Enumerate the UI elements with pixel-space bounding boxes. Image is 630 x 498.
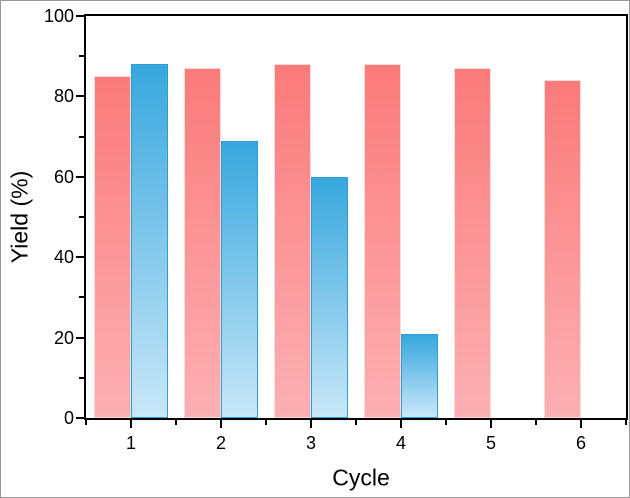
- x-major-tick: [130, 420, 132, 428]
- x-axis-title: Cycle: [332, 464, 390, 491]
- x-major-tick: [220, 420, 222, 428]
- x-major-tick: [490, 420, 492, 428]
- bar-blue-cycle-1: [131, 64, 168, 418]
- bar-red-cycle-6: [544, 80, 581, 418]
- y-major-tick: [76, 256, 84, 259]
- y-tick-label: 0: [63, 408, 74, 428]
- y-minor-tick: [79, 135, 84, 138]
- y-minor-tick: [79, 376, 84, 379]
- y-tick-label: 100: [43, 6, 74, 26]
- y-major-tick: [76, 175, 84, 178]
- x-minor-tick: [175, 420, 177, 425]
- bar-red-cycle-2: [184, 68, 221, 418]
- bar-blue-cycle-4: [401, 333, 438, 418]
- y-tick-label: 60: [53, 166, 74, 187]
- x-minor-tick: [85, 420, 87, 425]
- x-tick-label: 2: [215, 433, 226, 453]
- plot-area: [84, 14, 628, 420]
- x-minor-tick: [355, 420, 357, 425]
- y-major-tick: [76, 336, 84, 339]
- x-major-tick: [400, 420, 402, 428]
- y-tick-label: 80: [53, 86, 74, 107]
- x-tick-label: 6: [575, 433, 586, 453]
- x-minor-tick: [445, 420, 447, 425]
- x-tick-label: 5: [485, 433, 496, 453]
- y-major-tick: [76, 15, 84, 17]
- bar-red-cycle-4: [364, 64, 401, 418]
- x-tick-label: 3: [305, 433, 316, 453]
- y-tick-label: 40: [53, 247, 74, 268]
- y-tick-label: 20: [53, 327, 74, 348]
- x-major-tick: [580, 420, 582, 428]
- y-minor-tick: [79, 55, 84, 58]
- bar-red-cycle-5: [454, 68, 491, 418]
- x-minor-tick: [535, 420, 537, 425]
- x-major-tick: [310, 420, 312, 428]
- y-major-tick: [76, 417, 84, 419]
- x-tick-label: 1: [125, 433, 136, 453]
- bar-blue-cycle-2: [221, 140, 258, 418]
- y-major-tick: [76, 95, 84, 98]
- x-minor-tick: [265, 420, 267, 425]
- bar-red-cycle-3: [274, 64, 311, 418]
- x-minor-tick: [625, 420, 627, 425]
- y-minor-tick: [79, 216, 84, 218]
- bar-red-cycle-1: [94, 76, 131, 418]
- bar-blue-cycle-3: [311, 176, 348, 418]
- x-tick-label: 4: [395, 433, 406, 453]
- y-minor-tick: [79, 296, 84, 299]
